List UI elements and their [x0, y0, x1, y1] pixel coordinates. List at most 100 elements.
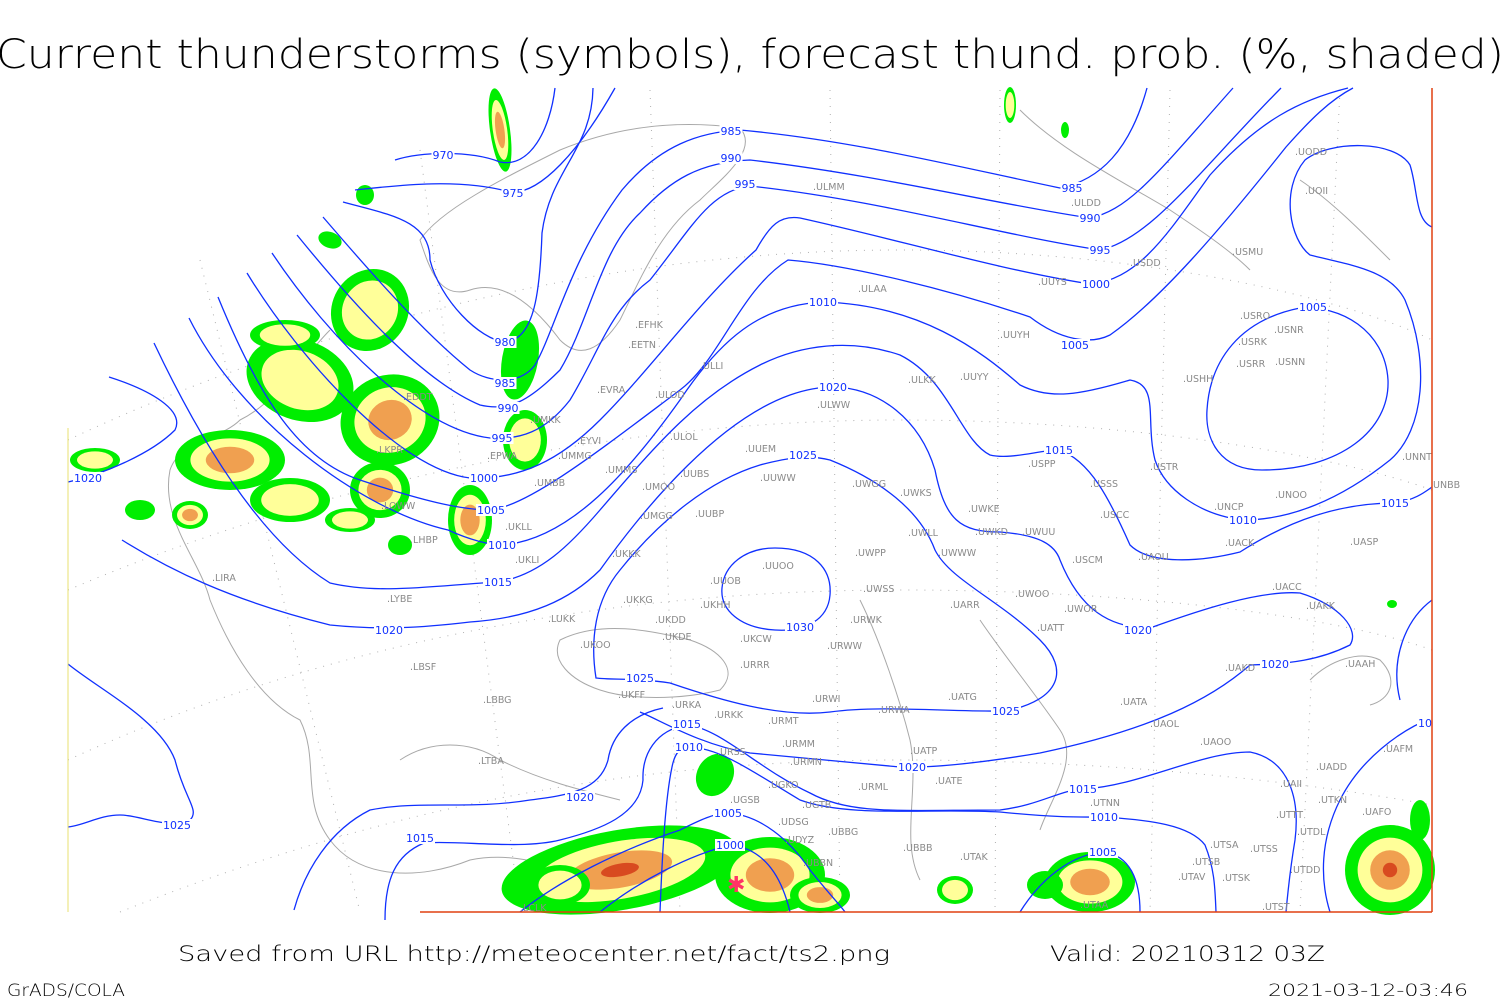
- station-label: .ULKK: [908, 375, 936, 386]
- isobar-label-background: [897, 761, 927, 773]
- isobar-label-background: [1060, 182, 1084, 194]
- station-label: .UOII: [1305, 186, 1328, 197]
- station-label: .UMOO: [642, 482, 675, 493]
- isobar-line: [121, 386, 1354, 768]
- station-label: .UMGG: [640, 511, 673, 522]
- station-label: .UTSB: [1192, 857, 1220, 868]
- isobar-label: 1015: [1069, 783, 1097, 796]
- station-label: .USRO: [1240, 311, 1270, 322]
- isobar-label-background: [483, 576, 513, 588]
- station-label: .UKDD: [655, 615, 686, 626]
- station-label: .UGSB: [730, 795, 760, 806]
- station-label: .UAFM: [1383, 744, 1413, 755]
- station-label: .UNOO: [1275, 490, 1307, 501]
- isobar-label: 1030: [786, 621, 814, 634]
- saved-from-url: Saved from URL http://meteocenter.net/fa…: [178, 942, 890, 966]
- station-labels: .EFHK .EETN .ULLI .EVRA .UMKK .ULOD .EPWA .UMMG…: [212, 147, 1460, 914]
- isobar-label: 1015: [406, 832, 434, 845]
- station-label: .UWSS: [863, 584, 894, 595]
- probability-area-level-3: [806, 887, 834, 903]
- station-label: .UNBB: [1430, 480, 1460, 491]
- isobar-label-background: [1060, 339, 1090, 351]
- isobar-label-background: [487, 539, 517, 551]
- station-label: .ULOD: [655, 390, 685, 401]
- isobar-line: [1322, 717, 1433, 913]
- isobar-label: 1000: [716, 839, 744, 852]
- station-label: .UTKN: [1318, 795, 1347, 806]
- station-label: .UAOL: [1150, 719, 1180, 730]
- station-label: .UTAV: [1178, 872, 1206, 883]
- thunderstorm-symbol-icon: ✱: [727, 873, 745, 898]
- station-label: .LTBA: [478, 756, 504, 767]
- isobar-label: 1020: [566, 791, 594, 804]
- station-label: .LHBP: [410, 535, 438, 546]
- isobar-line: [384, 724, 1297, 921]
- isobar-label-background: [1123, 624, 1153, 636]
- station-label: .URWA: [878, 705, 910, 716]
- station-label: .USHH: [1183, 374, 1213, 385]
- station-label: .LUKK: [548, 614, 576, 625]
- station-label: .EFHK: [635, 320, 664, 331]
- station-label: .URMM: [782, 739, 815, 750]
- isobar-label-background: [476, 504, 506, 516]
- isobar-label: 1010: [1090, 811, 1118, 824]
- isobar-label-background: [1228, 514, 1258, 526]
- station-label: .EVRA: [597, 385, 626, 396]
- station-label: .URWI: [812, 694, 840, 705]
- station-label: .UTST: [1262, 902, 1290, 913]
- isobar-label-background: [785, 621, 815, 633]
- station-label: .USNR: [1274, 325, 1304, 336]
- isobar-label-background: [162, 819, 192, 831]
- station-label: .URWW: [827, 641, 863, 652]
- station-label: .UKOO: [580, 640, 611, 651]
- station-label: .UWKD: [975, 527, 1008, 538]
- station-label: .USNN: [1275, 357, 1305, 368]
- isobar-label: 1025: [789, 449, 817, 462]
- station-label: .UNCP: [1214, 502, 1244, 513]
- probability-area-level-2: [77, 451, 113, 469]
- isobar-label: 995: [1090, 244, 1111, 257]
- station-label: .UUOB: [710, 576, 741, 587]
- probability-area-level-1: [1027, 871, 1063, 899]
- station-label: .USDD: [1130, 258, 1161, 269]
- probability-area-level-1: [695, 753, 735, 797]
- isobar-label-background: [565, 791, 595, 803]
- isobar-label-background: [405, 832, 435, 844]
- isobar-label: 1005: [1061, 339, 1089, 352]
- station-label: .ULDD: [1071, 198, 1101, 209]
- isobar-label-background: [625, 672, 655, 684]
- station-label: .UTDL: [1297, 827, 1326, 838]
- isobar-label-background: [469, 472, 499, 484]
- station-label: .ULOL: [670, 432, 698, 443]
- isobar-label-background: [1380, 497, 1410, 509]
- isobar-label: 990: [1080, 212, 1101, 225]
- station-label: .UARR: [950, 600, 980, 611]
- probability-area-level-1: [1410, 800, 1430, 840]
- isobar-line: [721, 547, 831, 631]
- station-label: .UBBG: [828, 827, 858, 838]
- station-label: .URKA: [672, 700, 702, 711]
- station-label: .LOWW: [381, 501, 416, 512]
- probability-area-level-2: [261, 484, 319, 516]
- isobar-line: [394, 87, 556, 164]
- station-label: .UGTB: [802, 800, 831, 811]
- isobar-label-background: [1068, 783, 1098, 795]
- map-title: Current thunderstorms (symbols), forecas…: [0, 32, 1500, 78]
- station-label: .UADD: [1316, 762, 1347, 773]
- isobar-label: 1005: [477, 504, 505, 517]
- station-label: .URWK: [850, 615, 883, 626]
- station-label: .UAFO: [1362, 807, 1391, 818]
- station-label: .EETN: [628, 340, 656, 351]
- isobar-label-background: [674, 741, 704, 753]
- probability-area-level-1: [1061, 122, 1069, 138]
- station-label: .UATT: [1037, 623, 1064, 634]
- probability-area-level-2: [942, 879, 968, 901]
- station-label: .UUWW: [760, 473, 796, 484]
- isobar-line: [217, 87, 1354, 511]
- probability-area-level-3: [460, 504, 480, 536]
- isobar-line: [1206, 307, 1389, 471]
- isobar-label: 985: [721, 125, 742, 138]
- station-label: .USRR: [1236, 359, 1266, 370]
- isobar-label-background: [1088, 244, 1112, 256]
- station-label: .UWOO: [1015, 589, 1049, 600]
